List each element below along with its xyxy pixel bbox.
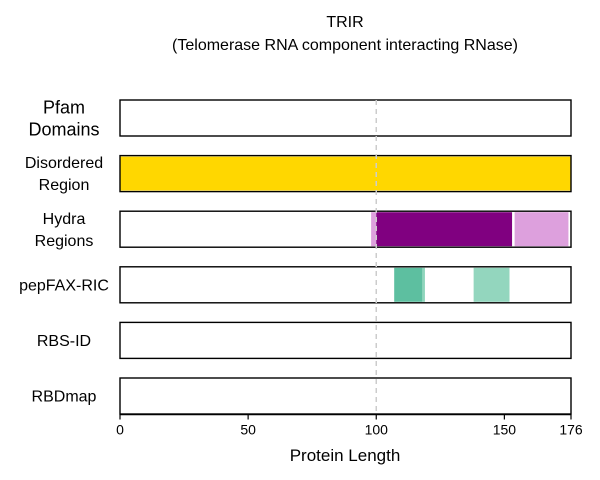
track-label: Regions [35, 233, 94, 250]
x-tick-label: 0 [116, 422, 124, 438]
track-background [120, 378, 571, 414]
track-segment [120, 156, 571, 191]
track-border [119, 210, 572, 248]
track-border [119, 99, 572, 137]
track-label: Pfam [43, 97, 85, 117]
track-label: Domains [28, 119, 99, 139]
track-label: Region [39, 177, 90, 194]
track-label: Disordered [25, 155, 103, 172]
track-row: RBDmap [32, 377, 572, 415]
x-tick-label: 100 [365, 422, 389, 438]
track-row: RBS-ID [37, 321, 572, 360]
track-segment [376, 212, 513, 247]
x-tick-label: 50 [240, 422, 256, 438]
track-border [119, 321, 572, 360]
track-background [120, 322, 571, 359]
track-segment [514, 212, 569, 247]
track-border [119, 266, 572, 304]
track-row: pepFAX-RIC [19, 266, 572, 304]
track-segment [371, 212, 377, 247]
x-tick-label: 176 [559, 422, 583, 438]
track-row: Hydra Regions [35, 210, 572, 250]
chart-subtitle: (Telomerase RNA component interacting RN… [172, 37, 518, 54]
track-label: pepFAX-RIC [19, 277, 109, 294]
track-background [120, 100, 571, 136]
track-label: RBS-ID [37, 333, 91, 350]
track-label: RBDmap [32, 389, 97, 406]
x-axis: 0 50 100 150 176 [116, 413, 583, 438]
x-axis-label: Protein Length [290, 446, 401, 465]
track-segment [422, 267, 425, 302]
track-segment [394, 267, 423, 302]
track-row: Disordered Region [25, 154, 572, 194]
track-segment [473, 267, 510, 302]
chart-title: TRIR [326, 14, 363, 31]
track-label: Hydra [43, 211, 86, 228]
track-border [119, 154, 572, 193]
x-tick-label: 150 [493, 422, 517, 438]
